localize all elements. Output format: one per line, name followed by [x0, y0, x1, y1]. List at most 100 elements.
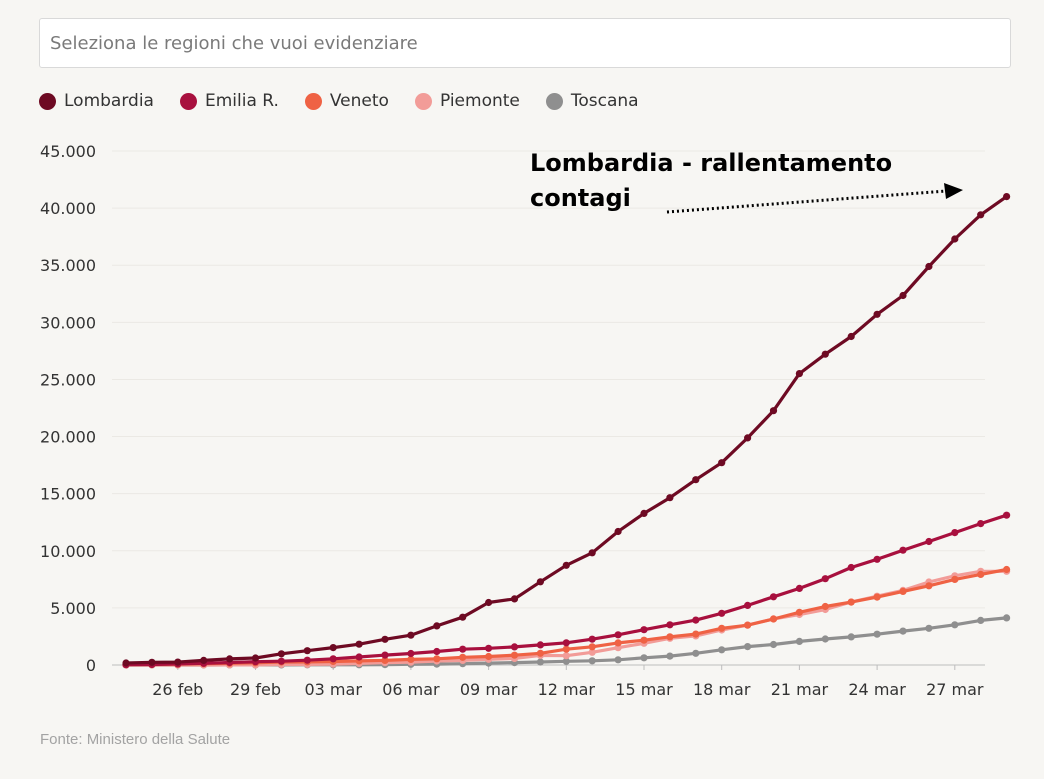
data-point[interactable]: [873, 310, 881, 318]
data-point[interactable]: [744, 643, 752, 651]
data-point[interactable]: [744, 621, 752, 629]
data-point[interactable]: [588, 549, 596, 557]
data-point[interactable]: [459, 653, 467, 661]
data-point[interactable]: [174, 658, 182, 666]
data-point[interactable]: [873, 593, 881, 601]
data-point[interactable]: [485, 652, 493, 661]
data-point[interactable]: [510, 651, 519, 659]
data-point[interactable]: [718, 609, 726, 617]
data-point[interactable]: [433, 622, 441, 630]
data-point[interactable]: [899, 587, 907, 596]
data-point[interactable]: [718, 646, 726, 654]
data-point[interactable]: [329, 644, 337, 652]
data-point[interactable]: [381, 651, 389, 659]
data-point[interactable]: [381, 635, 389, 643]
data-point[interactable]: [795, 370, 804, 378]
data-point[interactable]: [614, 527, 622, 536]
data-point[interactable]: [821, 575, 829, 583]
data-point[interactable]: [1003, 614, 1011, 622]
data-point[interactable]: [122, 659, 130, 667]
data-point[interactable]: [977, 616, 985, 625]
data-point[interactable]: [925, 262, 933, 271]
data-point[interactable]: [873, 555, 881, 563]
data-point[interactable]: [614, 656, 622, 664]
data-point[interactable]: [614, 631, 622, 639]
data-point[interactable]: [769, 640, 778, 649]
data-point[interactable]: [899, 291, 907, 300]
data-point[interactable]: [562, 657, 570, 665]
data-point[interactable]: [562, 645, 570, 653]
data-point[interactable]: [485, 644, 493, 652]
data-point[interactable]: [666, 621, 674, 629]
data-point[interactable]: [977, 520, 985, 528]
data-point[interactable]: [588, 648, 596, 656]
data-point[interactable]: [1003, 193, 1011, 201]
data-point[interactable]: [899, 627, 907, 635]
data-point[interactable]: [666, 494, 674, 502]
data-point[interactable]: [977, 570, 985, 579]
data-point[interactable]: [1003, 511, 1011, 519]
data-point[interactable]: [692, 649, 700, 657]
data-point[interactable]: [718, 459, 726, 467]
data-point[interactable]: [510, 595, 519, 603]
legend-item-veneto[interactable]: Veneto: [304, 91, 389, 111]
data-point[interactable]: [951, 621, 959, 629]
data-point[interactable]: [536, 578, 545, 586]
data-point[interactable]: [640, 636, 648, 644]
legend-item-lombardia[interactable]: Lombardia: [39, 91, 154, 111]
data-point[interactable]: [433, 655, 441, 663]
data-point[interactable]: [899, 546, 907, 554]
data-point[interactable]: [407, 655, 415, 664]
data-point[interactable]: [536, 641, 545, 649]
data-point[interactable]: [744, 601, 752, 610]
data-point[interactable]: [588, 657, 596, 665]
data-point[interactable]: [303, 647, 311, 655]
region-search-input[interactable]: [39, 18, 1011, 68]
data-point[interactable]: [303, 656, 311, 664]
data-point[interactable]: [951, 235, 959, 243]
legend-item-toscana[interactable]: Toscana: [545, 91, 639, 111]
data-point[interactable]: [562, 561, 570, 569]
data-point[interactable]: [977, 211, 985, 219]
data-point[interactable]: [277, 657, 285, 665]
data-point[interactable]: [277, 650, 285, 658]
data-point[interactable]: [847, 332, 855, 341]
data-point[interactable]: [148, 658, 156, 666]
data-point[interactable]: [925, 582, 933, 590]
data-point[interactable]: [355, 653, 363, 661]
data-point[interactable]: [381, 656, 389, 665]
data-point[interactable]: [795, 637, 804, 646]
data-point[interactable]: [459, 645, 467, 653]
data-point[interactable]: [226, 655, 234, 663]
data-point[interactable]: [355, 640, 363, 648]
data-point[interactable]: [769, 615, 778, 623]
legend-item-piemonte[interactable]: Piemonte: [414, 91, 520, 111]
data-point[interactable]: [588, 635, 596, 643]
data-point[interactable]: [614, 639, 622, 647]
data-point[interactable]: [795, 584, 804, 593]
data-point[interactable]: [485, 598, 493, 607]
data-point[interactable]: [821, 602, 829, 611]
data-point[interactable]: [666, 633, 674, 641]
data-point[interactable]: [925, 624, 933, 632]
data-point[interactable]: [666, 652, 674, 660]
data-point[interactable]: [925, 537, 933, 546]
data-point[interactable]: [562, 652, 570, 660]
data-point[interactable]: [329, 655, 337, 663]
data-point[interactable]: [588, 643, 596, 651]
data-point[interactable]: [459, 613, 467, 621]
data-point[interactable]: [1003, 565, 1011, 574]
data-point[interactable]: [769, 593, 778, 601]
data-point[interactable]: [692, 616, 700, 624]
data-point[interactable]: [640, 654, 648, 662]
data-point[interactable]: [847, 563, 855, 572]
data-point[interactable]: [951, 529, 959, 537]
data-point[interactable]: [951, 575, 959, 584]
data-point[interactable]: [769, 407, 778, 415]
data-point[interactable]: [536, 658, 545, 666]
data-point[interactable]: [251, 654, 260, 662]
legend-item-emilia-r[interactable]: Emilia R.: [179, 91, 279, 111]
data-point[interactable]: [407, 631, 415, 639]
data-point[interactable]: [744, 434, 752, 442]
data-point[interactable]: [510, 643, 519, 651]
